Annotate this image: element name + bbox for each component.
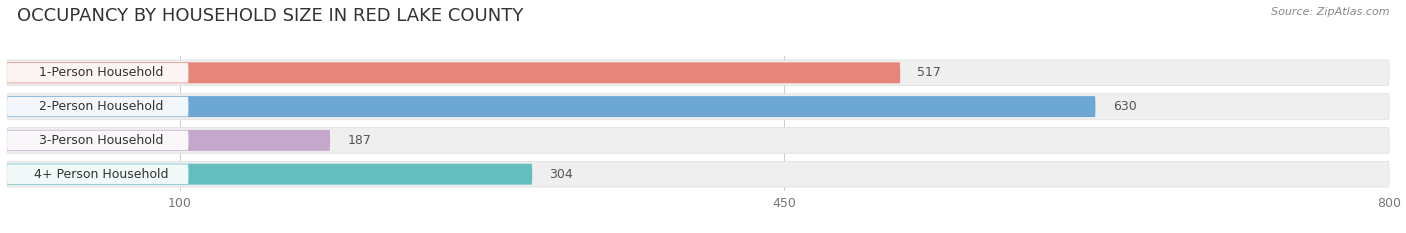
Text: 3-Person Household: 3-Person Household — [39, 134, 163, 147]
FancyBboxPatch shape — [7, 96, 1095, 117]
Text: 4+ Person Household: 4+ Person Household — [34, 168, 169, 181]
FancyBboxPatch shape — [7, 164, 533, 185]
FancyBboxPatch shape — [7, 62, 900, 83]
FancyBboxPatch shape — [7, 164, 188, 184]
FancyBboxPatch shape — [7, 60, 1389, 86]
FancyBboxPatch shape — [7, 161, 1389, 187]
Text: 630: 630 — [1112, 100, 1136, 113]
Text: 187: 187 — [347, 134, 371, 147]
Text: 304: 304 — [550, 168, 574, 181]
FancyBboxPatch shape — [7, 94, 1389, 120]
FancyBboxPatch shape — [7, 130, 330, 151]
FancyBboxPatch shape — [7, 130, 188, 150]
FancyBboxPatch shape — [7, 97, 188, 116]
FancyBboxPatch shape — [7, 127, 1389, 153]
FancyBboxPatch shape — [7, 63, 188, 83]
Text: 2-Person Household: 2-Person Household — [39, 100, 163, 113]
Text: Source: ZipAtlas.com: Source: ZipAtlas.com — [1271, 7, 1389, 17]
Text: 1-Person Household: 1-Person Household — [39, 66, 163, 79]
Text: 517: 517 — [918, 66, 942, 79]
Text: OCCUPANCY BY HOUSEHOLD SIZE IN RED LAKE COUNTY: OCCUPANCY BY HOUSEHOLD SIZE IN RED LAKE … — [17, 7, 523, 25]
